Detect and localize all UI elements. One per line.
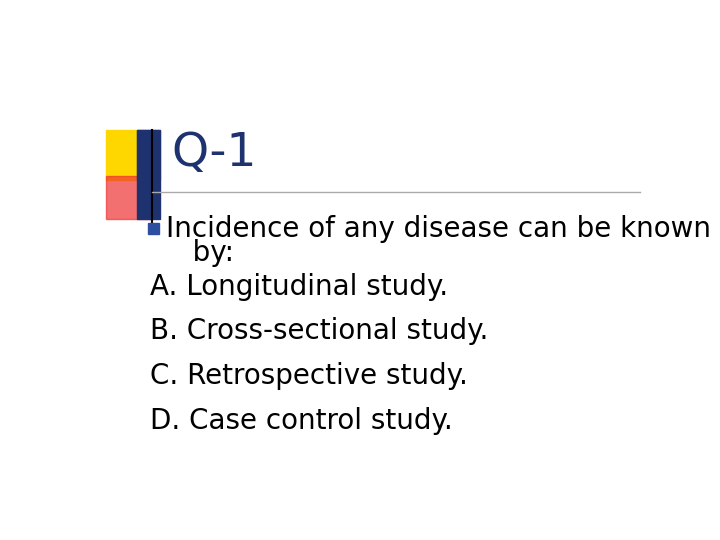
Bar	[106, 130, 156, 180]
Bar	[106, 177, 152, 219]
Text: Incidence of any disease can be known: Incidence of any disease can be known	[166, 215, 711, 243]
Text: D. Case control study.: D. Case control study.	[150, 407, 453, 435]
Text: C. Retrospective study.: C. Retrospective study.	[150, 362, 468, 390]
Text: Q-1: Q-1	[171, 131, 257, 176]
Text: A. Longitudinal study.: A. Longitudinal study.	[150, 273, 449, 301]
Bar	[137, 130, 160, 180]
Bar	[137, 130, 160, 219]
Text: B. Cross-sectional study.: B. Cross-sectional study.	[150, 317, 489, 345]
Text: by:: by:	[166, 239, 234, 267]
Bar	[148, 224, 159, 234]
